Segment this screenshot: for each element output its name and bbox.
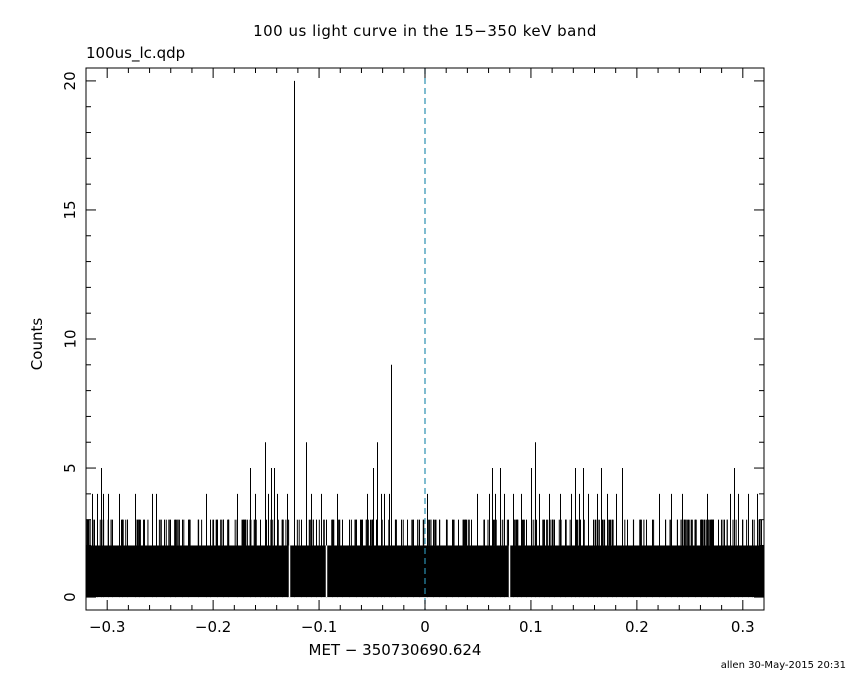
x-tick-label: −0.2 [195, 618, 231, 636]
axes-layer: −0.3 −0.2 −0.1 0 0.1 0.2 0.3 0 5 10 15 20 [61, 68, 765, 636]
data-layer [85, 68, 764, 610]
x-tick-label: 0.2 [625, 618, 649, 636]
y-tick-label: 20 [61, 71, 79, 90]
x-axis-label: MET − 350730690.624 [309, 641, 482, 659]
file-label: 100us_lc.qdp [86, 44, 186, 62]
x-tick-label: 0.3 [731, 618, 755, 636]
chart-title: 100 us light curve in the 15−350 keV ban… [253, 22, 597, 40]
y-tick-label: 0 [61, 592, 79, 602]
y-tick-label: 15 [61, 200, 79, 219]
y-tick-label: 10 [61, 329, 79, 348]
x-tick-label: 0 [420, 618, 430, 636]
y-tick-label: 5 [61, 463, 79, 473]
y-axis-label: Counts [28, 318, 46, 371]
x-tick-label: −0.3 [89, 618, 125, 636]
footer-stamp: allen 30-May-2015 20:31 [720, 660, 846, 671]
x-tick-label: −0.1 [301, 618, 337, 636]
x-tick-label: 0.1 [519, 618, 543, 636]
